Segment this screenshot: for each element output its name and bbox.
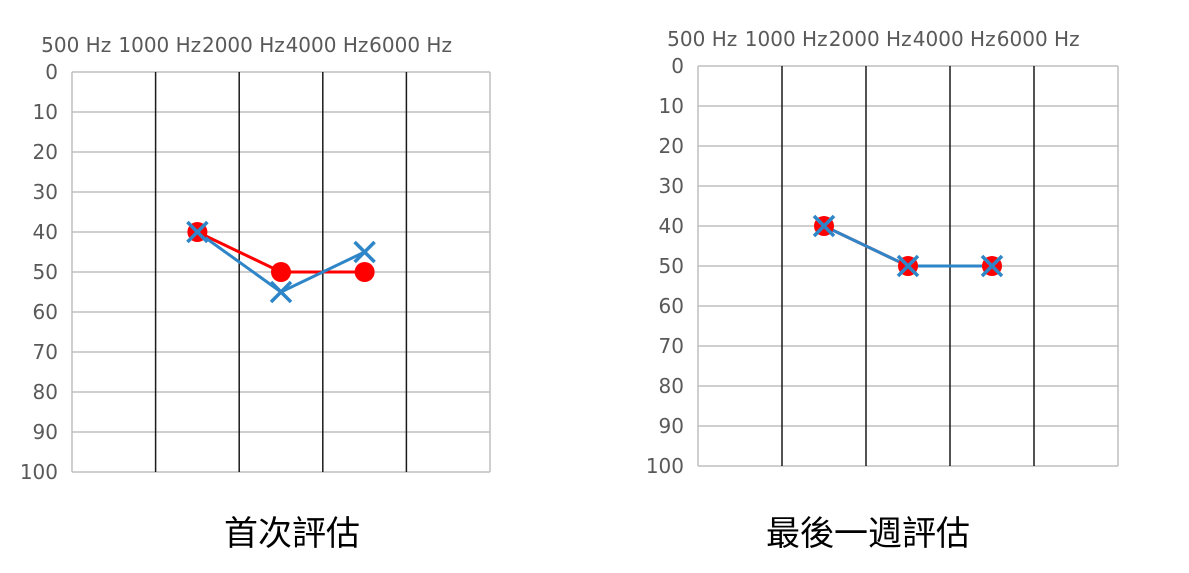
audiogram-last-week-assessment: 500 Hz 1000 Hz 2000 Hz 4000 Hz 6000 Hz 0 10 20 3… <box>646 27 1119 554</box>
y-tick-label: 80 <box>659 374 684 398</box>
circle-marker <box>271 262 291 282</box>
audiogram-first-assessment: 500 Hz 1000 Hz 2000 Hz 4000 Hz 6000 Hz 0 10 20 3… <box>20 33 491 554</box>
x-marker <box>980 254 1004 278</box>
y-tick-label: 90 <box>33 420 58 444</box>
x-marker <box>353 240 376 264</box>
y-tick-label: 30 <box>33 180 58 204</box>
y-tick-label: 60 <box>659 294 684 318</box>
y-tick-label: 100 <box>646 454 684 478</box>
circle-marker <box>354 262 375 282</box>
chart-caption: 首次評估 <box>224 514 360 554</box>
y-tick-label: 70 <box>659 334 684 358</box>
x-tick-label: 500 Hz <box>41 33 111 57</box>
y-tick-label: 20 <box>659 134 684 158</box>
y-tick-label: 20 <box>33 140 58 164</box>
x-tick-label: 500 Hz <box>667 27 737 51</box>
x-marker <box>896 254 920 278</box>
y-tick-label: 40 <box>33 220 58 244</box>
y-tick-label: 50 <box>33 260 58 284</box>
y-tick-label: 70 <box>33 340 58 364</box>
x-tick-label: 2000 Hz <box>829 27 912 51</box>
x-tick-label: 4000 Hz <box>286 33 369 57</box>
x-tick-label: 2000 Hz <box>202 33 285 57</box>
y-tick-label: 0 <box>45 60 58 84</box>
y-tick-label: 40 <box>659 214 684 238</box>
y-tick-label: 0 <box>671 54 684 78</box>
x-tick-label: 6000 Hz <box>997 27 1080 51</box>
x-marker <box>269 280 293 304</box>
y-tick-label: 60 <box>33 300 58 324</box>
chart-caption: 最後一週評估 <box>766 514 970 554</box>
y-tick-label: 50 <box>659 254 684 278</box>
y-tick-label: 80 <box>33 380 58 404</box>
x-tick-label: 6000 Hz <box>369 33 452 57</box>
x-marker <box>186 220 209 244</box>
y-tick-label: 30 <box>659 174 684 198</box>
x-tick-label: 4000 Hz <box>913 27 996 51</box>
y-tick-label: 10 <box>33 100 58 124</box>
x-tick-label: 1000 Hz <box>118 33 201 57</box>
y-tick-label: 10 <box>659 94 684 118</box>
y-tick-label: 100 <box>20 460 58 484</box>
y-tick-label: 90 <box>659 414 684 438</box>
x-marker <box>812 214 836 238</box>
x-tick-label: 1000 Hz <box>745 27 828 51</box>
